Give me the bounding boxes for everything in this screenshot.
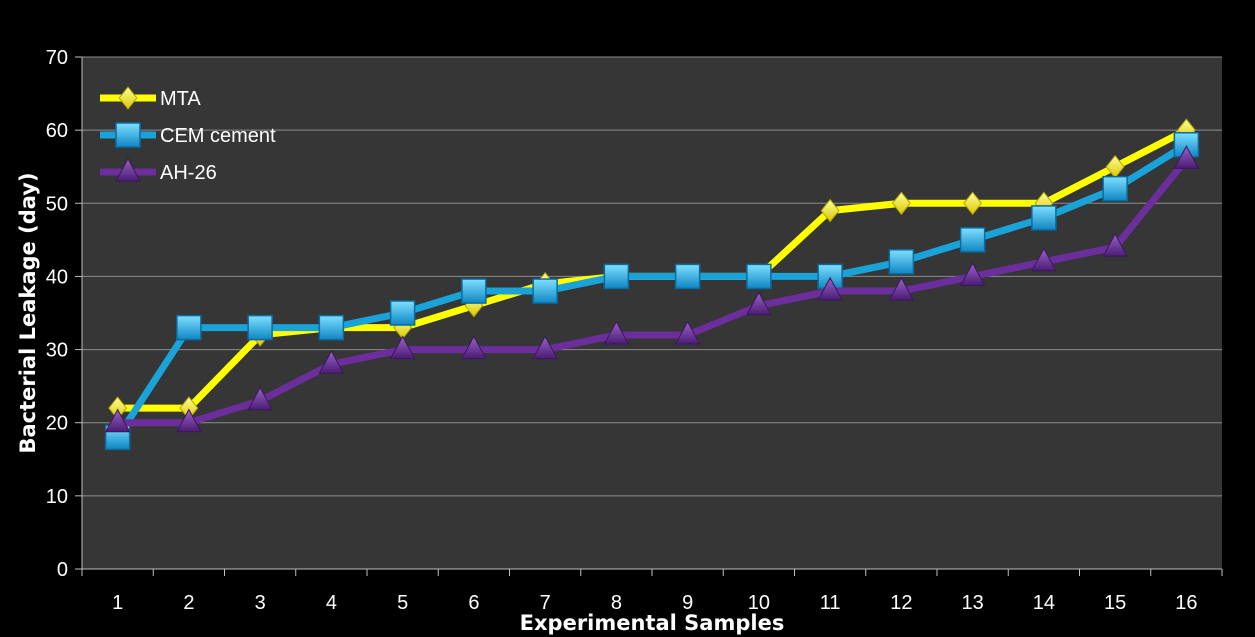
legend-label: AH-26 [160,162,217,184]
x-tick-label: 4 [326,592,337,614]
data-point-marker [1032,206,1056,230]
x-tick-label: 11 [820,592,841,614]
x-tick-label: 6 [468,592,479,614]
y-tick-label: 20 [46,413,68,435]
legend-marker [116,123,140,147]
data-point-marker [676,264,700,288]
data-point-marker [533,279,557,303]
data-point-marker [1103,177,1127,201]
data-point-marker [961,228,985,252]
legend-label: MTA [160,88,201,110]
legend-item: CEM cement [100,123,276,147]
x-tick-label: 14 [1033,592,1055,614]
y-tick-label: 60 [46,120,68,142]
data-point-marker [889,250,913,274]
x-tick-label: 1 [112,592,123,614]
data-point-marker [248,316,272,340]
x-tick-label: 13 [962,592,984,614]
x-tick-label: 2 [183,592,194,614]
y-tick-label: 10 [46,486,68,508]
y-tick-label: 30 [46,340,68,362]
x-tick-label: 16 [1175,592,1197,614]
data-point-marker [747,264,771,288]
data-point-marker [391,301,415,325]
y-tick-label: 0 [57,559,68,581]
data-point-marker [177,316,201,340]
x-tick-label: 3 [255,592,266,614]
y-tick-label: 40 [46,266,68,288]
y-tick-label: 50 [46,193,68,215]
y-tick-label: 70 [46,47,68,69]
x-axis-title: Experimental Samples [520,611,785,635]
data-point-marker [462,279,486,303]
data-point-marker [319,316,343,340]
y-axis-title: Bacterial Leakage (day) [16,172,40,453]
x-tick-label: 12 [890,592,912,614]
data-point-marker [604,264,628,288]
legend-label: CEM cement [160,125,276,147]
x-tick-label: 15 [1104,592,1126,614]
x-tick-label: 5 [397,592,408,614]
